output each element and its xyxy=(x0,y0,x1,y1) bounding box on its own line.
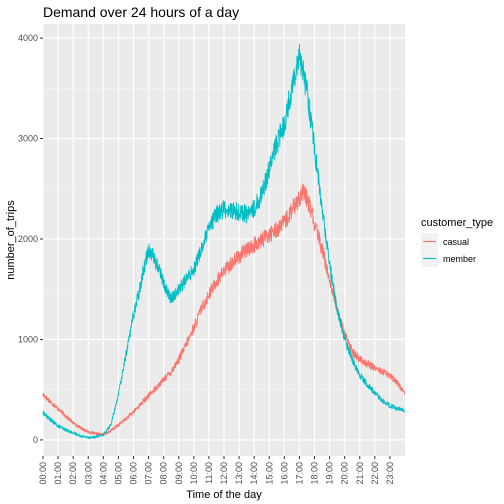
x-tick-label: 07:00 xyxy=(144,462,154,485)
legend-title: customer_type xyxy=(421,217,493,229)
x-tick-label: 06:00 xyxy=(129,462,139,485)
legend-label-member: member xyxy=(443,254,476,264)
x-axis: 00:00 01:00 02:00 03:00 04:00 05:00 06:00 07:00… xyxy=(38,456,395,485)
x-tick-label: 05:00 xyxy=(113,462,123,485)
x-tick-label: 17:00 xyxy=(294,462,304,485)
x-tick-label: 11:00 xyxy=(204,462,214,484)
x-tick-label: 01:00 xyxy=(53,462,63,485)
x-tick-label: 20:00 xyxy=(340,462,350,485)
x-tick-label: 23:00 xyxy=(385,462,395,485)
x-tick-label: 22:00 xyxy=(370,462,380,485)
legend: customer_type casual member xyxy=(421,217,493,267)
x-tick-label: 18:00 xyxy=(310,462,320,485)
y-tick-label: 1000 xyxy=(18,334,38,344)
x-tick-label: 08:00 xyxy=(159,462,169,485)
legend-label-casual: casual xyxy=(443,237,469,247)
y-tick-label: 2000 xyxy=(18,234,38,244)
x-tick-label: 14:00 xyxy=(249,462,259,485)
y-axis: 0 1000 2000 3000 4000 xyxy=(18,33,43,445)
x-tick-label: 16:00 xyxy=(279,462,289,485)
x-tick-label: 04:00 xyxy=(98,462,108,485)
x-tick-label: 12:00 xyxy=(219,462,229,485)
y-axis-title: number_of_trips xyxy=(5,200,17,280)
chart-title: Demand over 24 hours of a day xyxy=(43,4,239,20)
x-tick-label: 13:00 xyxy=(234,462,244,485)
x-tick-label: 21:00 xyxy=(355,462,365,485)
x-tick-label: 03:00 xyxy=(83,462,93,485)
x-tick-label: 02:00 xyxy=(68,462,78,485)
y-tick-label: 3000 xyxy=(18,134,38,144)
x-tick-label: 15:00 xyxy=(264,462,274,485)
y-tick-label: 0 xyxy=(33,435,38,445)
x-tick-label: 00:00 xyxy=(38,462,48,485)
x-tick-label: 10:00 xyxy=(189,462,199,485)
x-tick-label: 09:00 xyxy=(174,462,184,485)
x-tick-label: 19:00 xyxy=(325,462,335,485)
y-tick-label: 4000 xyxy=(18,33,38,43)
x-axis-title: Time of the day xyxy=(186,489,262,501)
